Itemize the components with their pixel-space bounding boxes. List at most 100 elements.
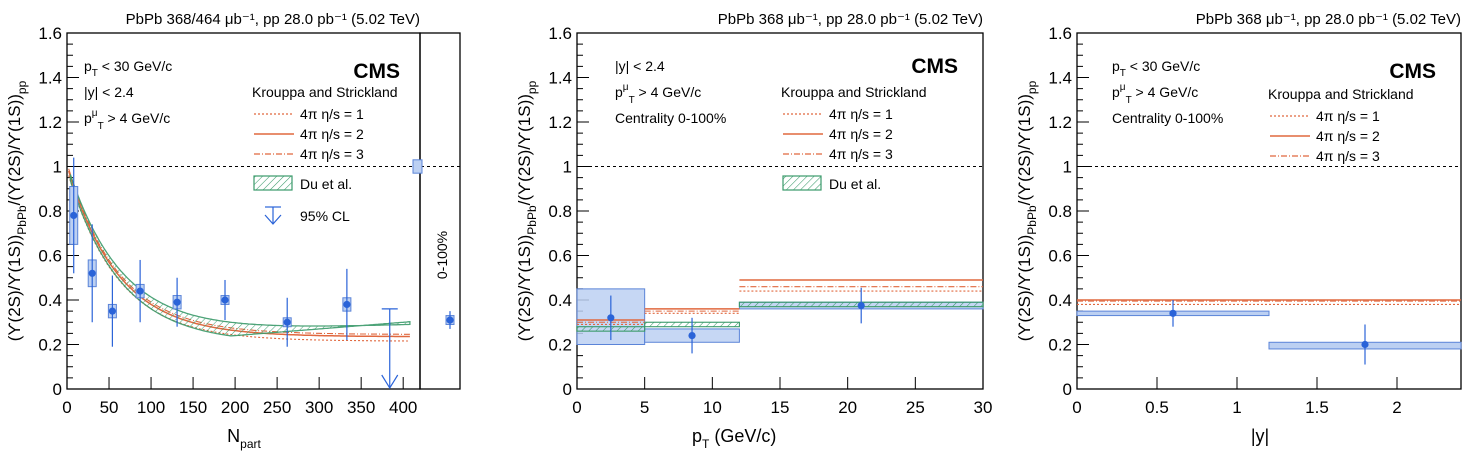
cms-label: CMS xyxy=(353,60,400,83)
cms-label: CMS xyxy=(911,55,958,78)
y-tick-label: 0.4 xyxy=(1048,291,1072,310)
legend-arrow-head-95cl xyxy=(264,214,282,225)
y-tick-label: 1.4 xyxy=(38,69,62,88)
y-tick-label: 0.6 xyxy=(1048,247,1072,266)
data-point xyxy=(1169,309,1177,317)
du-band xyxy=(69,174,411,337)
kinematic-text: pT < 30 GeV/c xyxy=(84,58,172,79)
x-tick-label: 30 xyxy=(974,398,993,417)
panel-rapidity: 0 0.2 0.4 0.6 0.8 1 1.2 1.4 1.6 0 0.5 1 1.5 2 PbPb 368… xyxy=(1015,11,1462,446)
y-tick-label: 1 xyxy=(53,158,62,177)
legend-title: Krouppa and Strickland xyxy=(781,84,927,100)
y-tick-label: 1.2 xyxy=(38,113,62,132)
y-tick-label: 1.6 xyxy=(38,24,62,43)
x-tick-label: 250 xyxy=(263,398,291,417)
data-point xyxy=(343,300,351,309)
x-tick-label: 50 xyxy=(100,398,119,417)
data-point xyxy=(446,316,454,324)
y-tick-label: 0.8 xyxy=(548,202,572,221)
y-tick-label: 1.4 xyxy=(1048,69,1072,88)
x-tick-label: 100 xyxy=(137,398,165,417)
legend-entry: 4π η/s = 3 xyxy=(300,146,364,162)
legend-entry: 4π η/s = 3 xyxy=(829,146,893,162)
y-tick-label: 1.2 xyxy=(548,113,572,132)
x-tick-label: 350 xyxy=(347,398,375,417)
legend-box-du xyxy=(782,175,822,191)
y-tick-label: 1.4 xyxy=(548,69,572,88)
kinematic-text: Centrality 0-100% xyxy=(615,110,726,126)
kinematic-text: |y| < 2.4 xyxy=(84,84,134,100)
panel-pt: 0 0.2 0.4 0.6 0.8 1 1.2 1.4 1.6 0 5 10 15 20 25 30 PbPb … xyxy=(515,11,992,451)
y-tick-label: 0.8 xyxy=(1048,202,1072,221)
global-uncertainty-box xyxy=(412,159,423,174)
y-tick-label: 1.6 xyxy=(548,24,572,43)
data-point xyxy=(857,301,865,310)
kinematic-text: pμT > 4 GeV/c xyxy=(84,108,170,132)
x-tick-label: 0 xyxy=(572,398,581,417)
data-point xyxy=(70,211,78,220)
x-tick-label: 400 xyxy=(389,398,417,417)
data-point xyxy=(607,314,615,322)
kinematic-text: pμT > 4 GeV/c xyxy=(615,82,701,106)
legend-entry: Du et al. xyxy=(300,176,352,192)
y-tick-label: 1 xyxy=(563,158,572,177)
y-tick-label: 1 xyxy=(1063,158,1072,177)
y-tick-label: 0 xyxy=(563,380,572,399)
legend-entry: 4π η/s = 2 xyxy=(300,126,364,142)
y-axis-title: (ϒ(2S)/ϒ(1S))PbPb/(ϒ(2S)/ϒ(1S))pp xyxy=(1015,80,1039,341)
krouppa-curve-1 xyxy=(68,175,410,342)
y-tick-label: 0.8 xyxy=(38,202,62,221)
x-tick-label: 300 xyxy=(305,398,333,417)
integrated-label: 0-100% xyxy=(434,231,450,279)
y-tick-label: 1.2 xyxy=(1048,113,1072,132)
x-tick-label: 15 xyxy=(771,398,790,417)
data-point xyxy=(688,332,696,340)
x-tick-label: 5 xyxy=(640,398,649,417)
y-tick-label: 1.6 xyxy=(1048,24,1072,43)
legend-box-du xyxy=(253,175,293,191)
lumi-header: PbPb 368/464 μb⁻¹, pp 28.0 pb⁻¹ (5.02 Te… xyxy=(126,11,420,28)
legend-title: Krouppa and Strickland xyxy=(1268,86,1414,102)
y-tick-label: 0.4 xyxy=(548,291,572,310)
x-axis-title: |y| xyxy=(1251,426,1269,446)
legend-entry: Du et al. xyxy=(829,176,881,192)
x-tick-label: 200 xyxy=(221,398,249,417)
data-point xyxy=(221,296,229,304)
legend-entry: 4π η/s = 1 xyxy=(300,106,364,122)
data-point xyxy=(136,287,144,295)
x-axis-title: pT (GeV/c) xyxy=(692,426,776,451)
legend-entry: 4π η/s = 1 xyxy=(829,106,893,122)
data-point xyxy=(1361,340,1369,349)
panel-npart: 0 0.2 0.4 0.6 0.8 1 1.2 1.4 1.6 0 50 100 150 200 250 30… xyxy=(5,11,461,451)
x-tick-label: 0.5 xyxy=(1145,398,1169,417)
x-tick-label: 1 xyxy=(1232,398,1241,417)
x-tick-label: 25 xyxy=(906,398,925,417)
upper-limit-arrowhead xyxy=(381,374,399,390)
kinematic-text: pT < 30 GeV/c xyxy=(1112,58,1200,79)
x-axis-title: Npart xyxy=(227,426,261,451)
data-point xyxy=(108,307,116,315)
integrated-frame xyxy=(419,32,461,390)
kinematic-text: Centrality 0-100% xyxy=(1112,110,1223,126)
x-tick-label: 0 xyxy=(62,398,71,417)
legend-title: Krouppa and Strickland xyxy=(252,84,398,100)
y-axis-title: (ϒ(2S)/ϒ(1S))PbPb/(ϒ(2S)/ϒ(1S))pp xyxy=(5,80,29,341)
x-tick-label: 150 xyxy=(179,398,207,417)
data-point xyxy=(283,318,291,326)
y-axis-title: (ϒ(2S)/ϒ(1S))PbPb/(ϒ(2S)/ϒ(1S))pp xyxy=(515,80,539,341)
x-tick-label: 2 xyxy=(1392,398,1401,417)
cms-label: CMS xyxy=(1389,60,1436,83)
krouppa-curve-2 xyxy=(67,170,410,338)
y-tick-label: 0 xyxy=(53,380,62,399)
y-tick-label: 0 xyxy=(1063,380,1072,399)
x-tick-label: 0 xyxy=(1072,398,1081,417)
legend-entry: 4π η/s = 2 xyxy=(1316,128,1380,144)
lumi-header: PbPb 368 μb⁻¹, pp 28.0 pb⁻¹ (5.02 TeV) xyxy=(718,11,983,28)
lumi-header: PbPb 368 μb⁻¹, pp 28.0 pb⁻¹ (5.02 TeV) xyxy=(1196,11,1461,28)
data-point xyxy=(88,269,96,277)
legend-entry: 95% CL xyxy=(300,208,350,224)
legend-entry: 4π η/s = 1 xyxy=(1316,108,1380,124)
y-tick-label: 0.6 xyxy=(548,247,572,266)
kinematic-text: |y| < 2.4 xyxy=(615,58,665,74)
